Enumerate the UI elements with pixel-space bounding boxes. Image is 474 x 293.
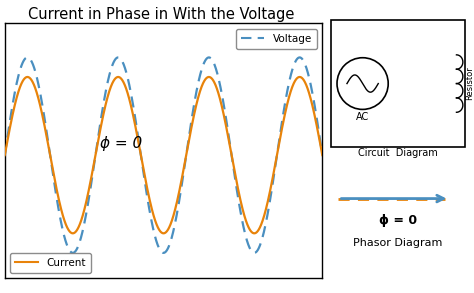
Text: AC: AC	[356, 112, 369, 122]
Text: Circuit  Diagram: Circuit Diagram	[358, 148, 438, 158]
Text: Current in Phase in With the Voltage: Current in Phase in With the Voltage	[28, 7, 294, 22]
Text: ϕ = 0: ϕ = 0	[100, 136, 142, 151]
Legend: Current: Current	[10, 253, 91, 273]
Text: Resistor: Resistor	[465, 67, 474, 100]
Bar	[331, 21, 465, 147]
Text: Phasor Diagram: Phasor Diagram	[354, 238, 443, 248]
Text: ϕ = 0: ϕ = 0	[379, 214, 417, 227]
